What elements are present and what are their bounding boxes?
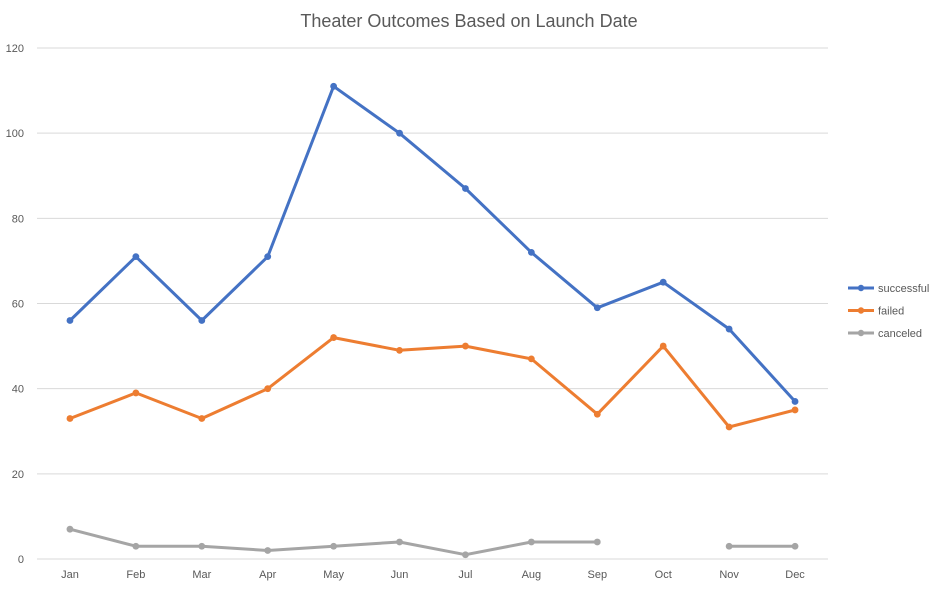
data-point [198,542,206,550]
data-point [593,304,601,312]
data-point [396,129,403,137]
y-axis-tick-labels: 0 20 40 60 80 100 120 [6,43,24,566]
x-tick-label: Jun [391,569,409,581]
data-point [593,410,601,418]
data-point [527,249,535,256]
x-tick-label: Jan [61,569,79,581]
data-point [264,385,272,393]
x-tick-label: Oct [655,569,672,581]
data-point [66,415,74,422]
legend-label: canceled [878,328,922,340]
x-tick-label: Aug [522,569,542,581]
x-tick-label: Feb [126,569,145,581]
data-point [198,317,206,324]
legend-item-failed: failed [848,306,904,318]
data-point [791,542,799,550]
data-point [791,406,799,414]
x-tick-label: Mar [192,569,211,581]
data-point [264,253,272,261]
chart-title: Theater Outcomes Based on Launch Date [300,11,637,31]
series-failed [66,334,799,431]
x-tick-label: Jul [458,569,472,581]
y-tick-label: 120 [6,43,24,55]
legend: successful failed canceled [848,283,929,340]
data-point [527,538,535,546]
series-canceled [66,525,799,559]
data-point [396,346,403,354]
data-point [396,538,403,546]
x-tick-label: Dec [785,569,805,581]
data-point [725,325,733,333]
data-point [66,317,74,324]
legend-item-canceled: canceled [848,328,922,340]
y-tick-label: 40 [12,384,24,396]
gridlines [37,47,828,560]
data-point [462,342,469,350]
data-point [462,185,469,192]
series-successful [66,82,799,405]
data-point [330,542,338,550]
legend-swatch-marker [857,329,865,337]
y-tick-label: 20 [12,469,24,481]
data-point [659,278,667,286]
legend-label: successful [878,283,929,295]
x-tick-label: May [323,569,344,581]
x-tick-label: Apr [259,569,276,581]
data-point [198,415,206,422]
legend-swatch-marker [857,284,865,292]
data-point [593,538,601,546]
series-line [68,527,599,557]
x-tick-label: Nov [719,569,739,581]
legend-label: failed [878,306,904,318]
data-point [462,551,469,559]
x-axis-tick-labels: Jan Feb Mar Apr May Jun Jul Aug Sep Oct Nov Dec [61,569,805,581]
y-tick-label: 100 [6,128,24,140]
series-lines [66,82,799,559]
data-point [330,82,338,90]
series-line [68,336,797,429]
data-point [132,389,140,397]
data-point [264,547,272,554]
data-point [132,542,140,550]
series-line [68,84,797,403]
data-point [659,342,667,350]
y-tick-label: 60 [12,299,24,311]
y-tick-label: 0 [18,554,24,566]
legend-item-successful: successful [848,283,929,295]
data-point [527,355,535,363]
y-tick-label: 80 [12,213,24,225]
data-point [791,398,799,405]
data-point [725,542,733,550]
data-point [725,423,733,431]
data-point [66,525,74,533]
x-tick-label: Sep [588,569,608,581]
legend-swatch-marker [857,307,865,314]
data-point [330,334,338,341]
data-point [132,253,140,261]
